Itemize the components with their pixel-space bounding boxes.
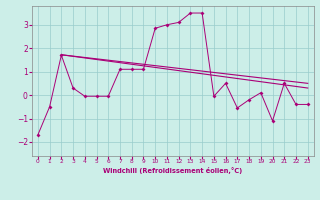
X-axis label: Windchill (Refroidissement éolien,°C): Windchill (Refroidissement éolien,°C) <box>103 167 243 174</box>
